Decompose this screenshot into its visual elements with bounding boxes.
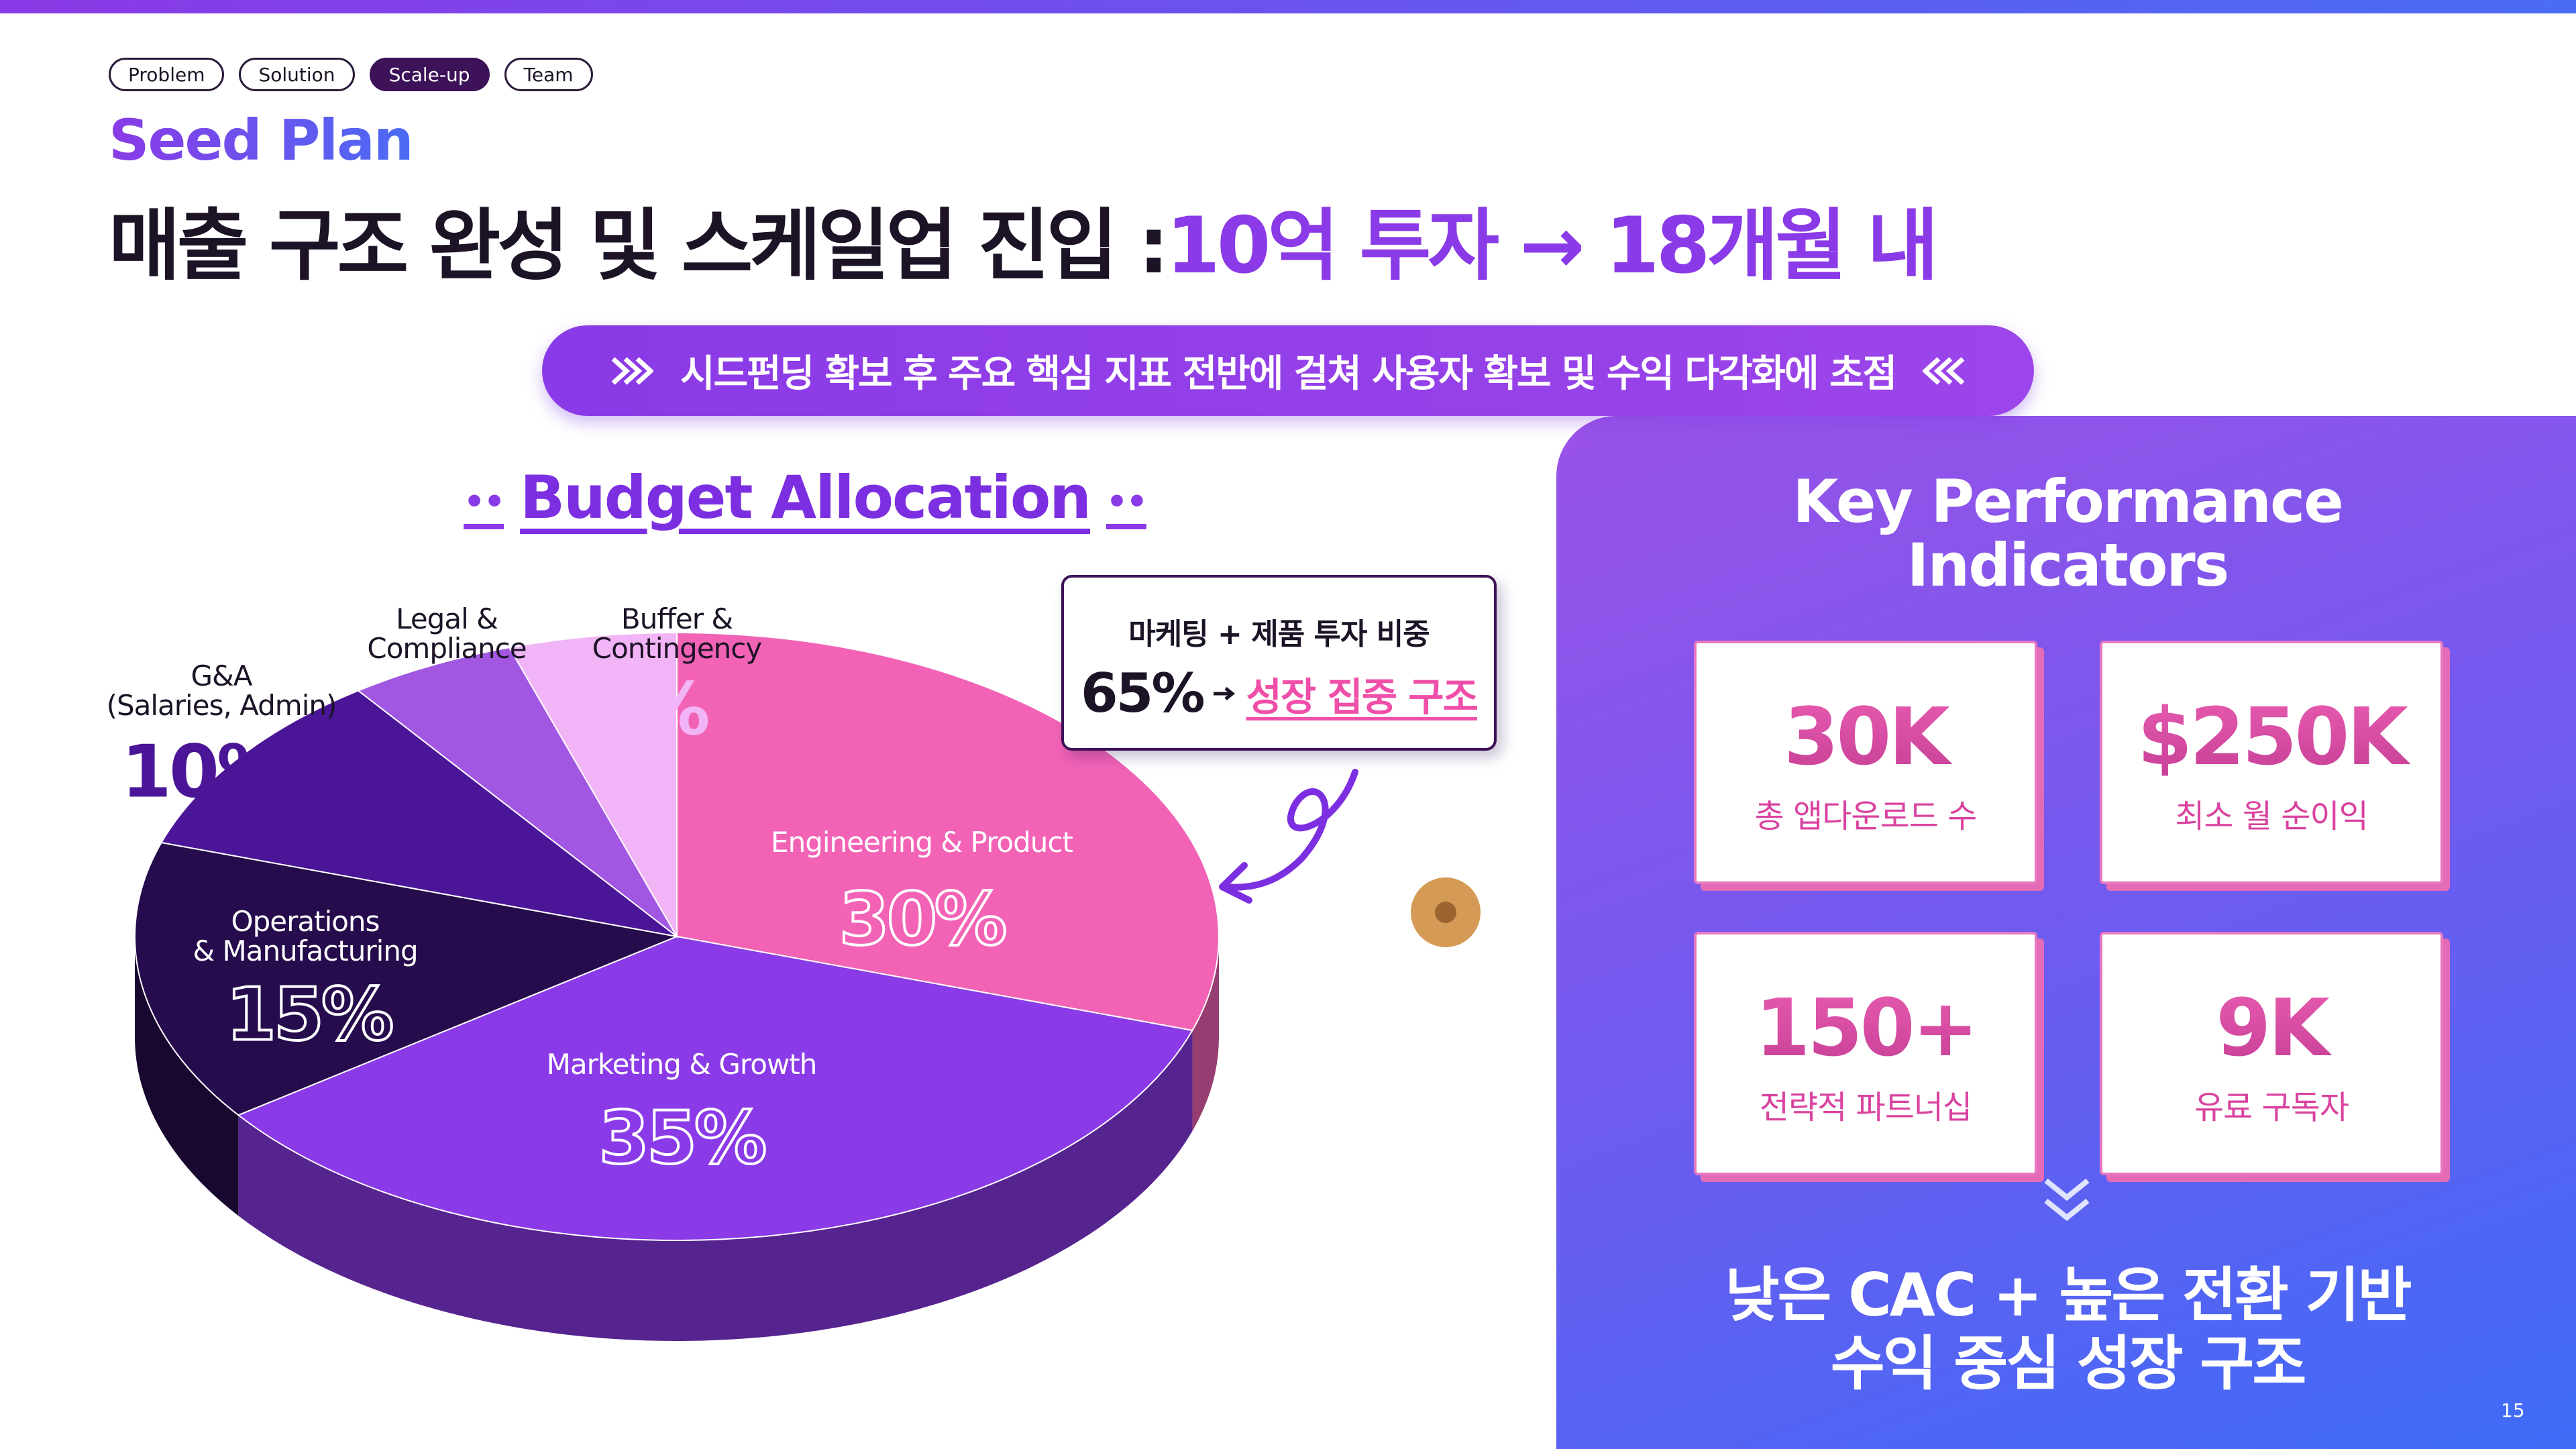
slice-value-label: 5% bbox=[411, 667, 531, 752]
dots-icon: •• bbox=[1106, 482, 1148, 522]
slice-label: Legal & Compliance bbox=[367, 602, 527, 665]
callout-arrowhead bbox=[1219, 862, 1252, 904]
slice-label: Engineering & Product bbox=[771, 825, 1073, 859]
slice bbox=[237, 935, 1194, 1241]
callout-title: 마케팅 + 제품 투자 비중 bbox=[1128, 617, 1430, 651]
nav-tab[interactable]: Scale-up bbox=[369, 58, 490, 91]
slice-value-label: 5% bbox=[590, 667, 710, 752]
slice-value-label: 15% bbox=[225, 972, 395, 1059]
title-text: 매출 구조 완성 및 스케일업 진입 : bbox=[109, 201, 1169, 291]
slice-label: G&A (Salaries, Admin) bbox=[106, 659, 337, 722]
callout-value: 65% bbox=[1080, 662, 1205, 724]
callout-text: 성장 집중 구조 bbox=[1246, 674, 1479, 720]
kpi-value: 150+ bbox=[1697, 981, 2035, 1074]
title: 매출 구조 완성 및 스케일업 진입 :10억 투자 → 18개월 내 bbox=[109, 182, 1939, 295]
slice bbox=[508, 631, 678, 939]
kpi-label: 전략적 파트너십 bbox=[1759, 1089, 1972, 1126]
kpi-label: 총 앱다운로드 수 bbox=[1754, 798, 1978, 835]
slice-label: Buffer & Contingency bbox=[592, 602, 762, 665]
kpi-label: 최소 월 순이익 bbox=[2175, 798, 2368, 835]
kpi-card: 9K 유료 구독자 bbox=[2100, 932, 2443, 1175]
dots-icon: •• bbox=[464, 482, 505, 522]
top-bar bbox=[0, 0, 2576, 13]
down-chevron bbox=[2044, 1178, 2090, 1222]
slice bbox=[676, 631, 1220, 1032]
arrow-icon bbox=[1214, 686, 1236, 700]
kpi-summary: 낮은 CAC + 높은 전환 기반 수익 중심 성장 구조 bbox=[1725, 1260, 2412, 1399]
kpi-card: $250K 최소 월 순이익 bbox=[2100, 641, 2443, 884]
kpi-label: 유료 구독자 bbox=[2194, 1089, 2349, 1126]
page-number: 15 bbox=[2501, 1399, 2525, 1421]
slice-value-label: 10% bbox=[121, 730, 290, 814]
chart-title: Budget Allocation bbox=[520, 463, 1091, 532]
slice-label: Marketing & Growth bbox=[546, 1047, 818, 1081]
banner-text: 시드펀딩 확보 후 주요 핵심 지표 전반에 걸쳐 사용자 확보 및 수익 다각… bbox=[680, 352, 1897, 396]
kpi-value: 9K bbox=[2102, 981, 2440, 1074]
callout-row: 65% 성장 집중 구조 bbox=[1064, 662, 1494, 724]
slice-value-label: 35% bbox=[598, 1095, 768, 1182]
chevron-icon bbox=[1923, 356, 1965, 385]
kpi-value: $250K bbox=[2102, 690, 2440, 783]
callout-arrow bbox=[1221, 769, 1358, 891]
kpi-card: 150+ 전략적 파트너십 bbox=[1694, 932, 2037, 1175]
slice-value-label: 30% bbox=[838, 877, 1008, 963]
slice-label: Operations & Manufacturing bbox=[193, 904, 418, 967]
nav-tab[interactable]: Problem bbox=[109, 58, 225, 91]
nav-tabs: Problem Solution Scale-up Team bbox=[109, 58, 593, 91]
chevron-icon bbox=[611, 356, 653, 385]
kicker: Seed Plan bbox=[109, 107, 414, 173]
kpi-value: 30K bbox=[1697, 690, 2035, 783]
nav-tab[interactable]: Team bbox=[504, 58, 593, 91]
title-highlight: 10억 투자 → 18개월 내 bbox=[1166, 201, 1939, 291]
banner: 시드펀딩 확보 후 주요 핵심 지표 전반에 걸쳐 사용자 확보 및 수익 다각… bbox=[542, 325, 2034, 416]
slice bbox=[357, 647, 678, 937]
nav-tab[interactable]: Solution bbox=[239, 58, 355, 91]
slice bbox=[134, 841, 680, 1116]
kpi-title: Key Performance Indicators bbox=[1792, 467, 2344, 600]
slice-side bbox=[135, 936, 239, 1216]
slice bbox=[160, 690, 678, 937]
slice-side bbox=[238, 1030, 1193, 1341]
kpi-card: 30K 총 앱다운로드 수 bbox=[1694, 641, 2037, 884]
chart-title-wrap: •• Budget Allocation •• bbox=[429, 463, 1181, 532]
cookie-decoration bbox=[1435, 902, 1456, 923]
callout: 마케팅 + 제품 투자 비중 65% 성장 집중 구조 bbox=[1061, 575, 1497, 751]
